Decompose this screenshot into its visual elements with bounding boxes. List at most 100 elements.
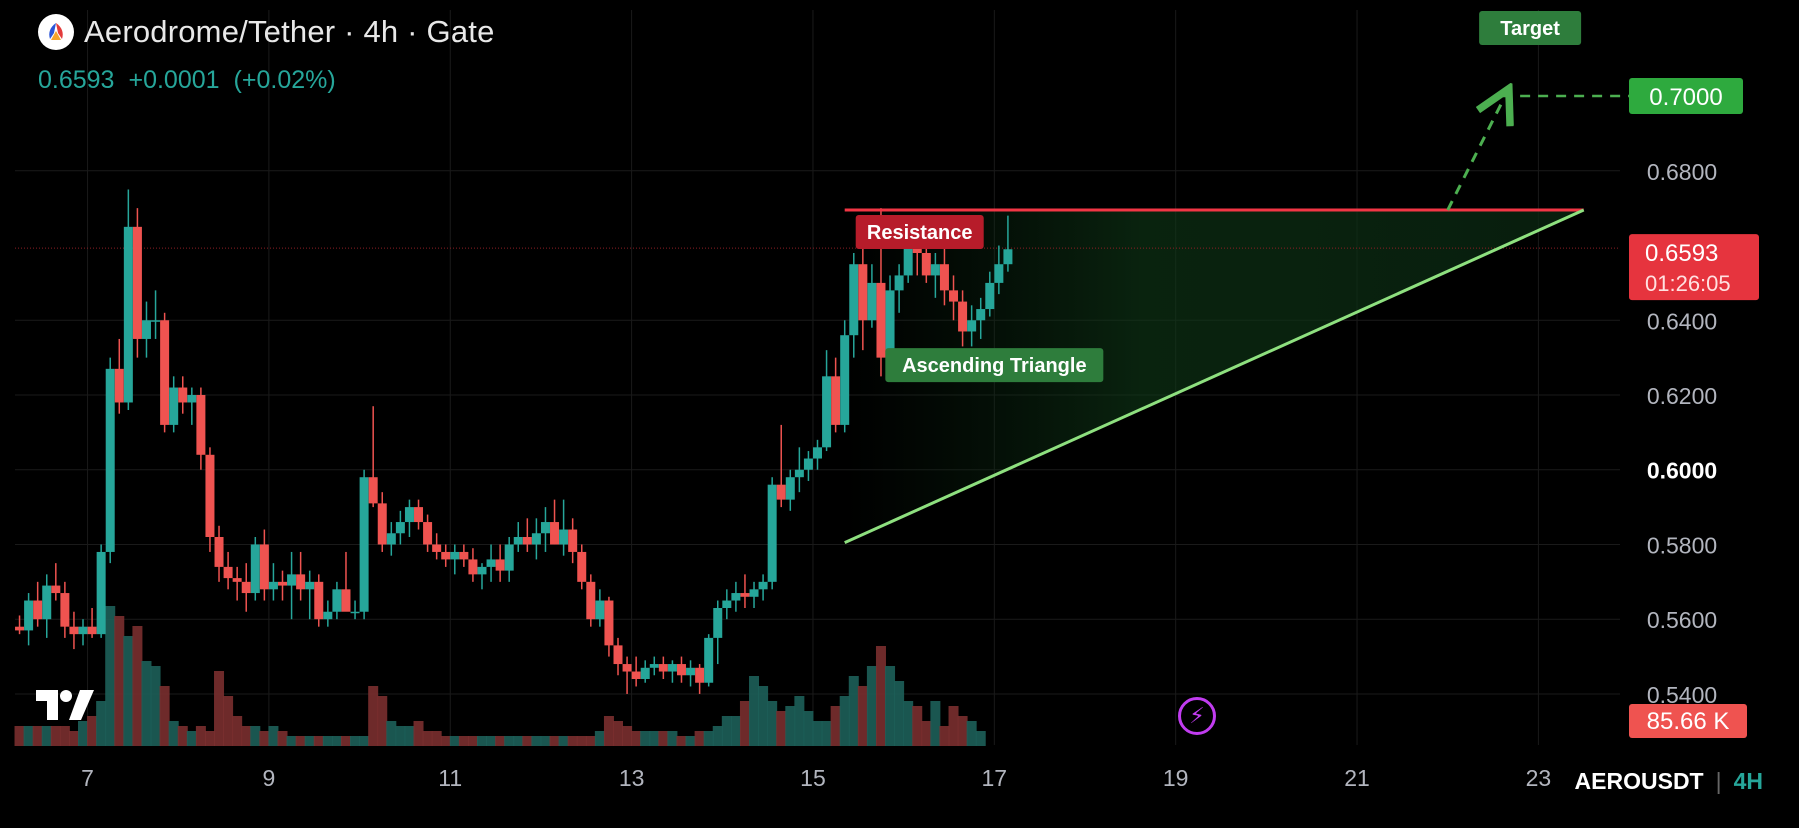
candle (459, 544, 469, 567)
volume-bar (96, 701, 107, 746)
y-tick-label: 0.5800 (1647, 532, 1717, 558)
volume-bar (223, 696, 234, 746)
candle-body (767, 484, 777, 582)
volume-bar (667, 731, 678, 746)
candle-body (87, 626, 97, 635)
candle-body (631, 671, 641, 679)
volume-bar (903, 701, 914, 746)
candle-body (423, 522, 433, 545)
candle-body (849, 264, 859, 336)
volume-bar (377, 696, 388, 746)
volume-bar (78, 721, 89, 746)
candle (24, 593, 34, 646)
tradingview-logo-icon[interactable] (36, 688, 94, 727)
price-change-pct: (+0.02%) (233, 66, 336, 94)
volume-bar (422, 731, 433, 746)
candle (930, 253, 940, 298)
volume-bar (41, 726, 52, 746)
candle (531, 518, 541, 560)
candle-body (568, 529, 578, 552)
volume-bar (921, 721, 932, 746)
candle (486, 544, 496, 582)
candle (985, 271, 995, 317)
volume-bar (259, 731, 270, 746)
candle (776, 424, 786, 508)
target-label-bg (1479, 11, 1582, 45)
candle (232, 566, 242, 601)
candle-body (250, 544, 260, 594)
candle-body (540, 522, 550, 534)
candle-body (196, 395, 206, 455)
candle (169, 376, 179, 433)
candle (740, 574, 750, 608)
volume-bar (758, 686, 769, 746)
candle-body (912, 245, 922, 253)
candle (504, 537, 514, 582)
volume-bar (885, 666, 896, 746)
lightning-bolt-icon[interactable]: ⚡ (1178, 697, 1216, 735)
candle-body (939, 264, 949, 291)
y-tick-label: 0.6400 (1647, 308, 1717, 334)
candle (205, 447, 215, 552)
volume-bar (68, 731, 79, 746)
candle (831, 357, 841, 433)
volume-bar (785, 706, 796, 746)
volume-bar (513, 736, 524, 746)
candle (713, 600, 723, 665)
candle (749, 581, 759, 608)
quote-line: 0.6593 +0.0001 (+0.02%) (38, 66, 336, 95)
candle (404, 499, 414, 537)
candle-body (731, 593, 741, 601)
candle-body (332, 589, 342, 612)
volume-bar (159, 686, 170, 746)
candle-body (994, 264, 1004, 283)
volume-bar (368, 686, 379, 746)
volume-bar (150, 666, 161, 746)
volume-bar (812, 721, 823, 746)
candle-body (278, 581, 287, 586)
candle (522, 518, 532, 552)
candle (359, 469, 369, 620)
candle-body (495, 559, 505, 571)
candle (758, 574, 768, 601)
candle-body (350, 611, 360, 614)
x-tick-label: 9 (262, 765, 275, 791)
candle-body (395, 522, 405, 534)
candle (822, 350, 832, 452)
last-price: 0.6593 (38, 66, 115, 94)
candle-body (323, 611, 333, 620)
candle-body (377, 503, 387, 545)
candle-body (314, 581, 324, 620)
candle-body (595, 600, 605, 620)
candle-body (686, 667, 696, 676)
candle-body (785, 477, 795, 500)
symbol-name: AEROUSDT (1574, 768, 1704, 794)
volume-bar (413, 721, 424, 746)
candle-body (831, 376, 841, 425)
candle (250, 537, 260, 601)
candle (278, 570, 287, 601)
candle-body (667, 664, 677, 672)
volume-bar (839, 696, 850, 746)
candle-body (296, 574, 306, 590)
volume-bar (23, 726, 34, 746)
candle-body (368, 477, 378, 504)
candle-body (776, 484, 786, 500)
resistance-label: Resistance (855, 215, 984, 250)
volume-bar (105, 606, 116, 746)
volume-bar (848, 676, 859, 746)
candle (332, 581, 342, 620)
candle-body (1003, 249, 1013, 265)
volume-bar (340, 736, 351, 746)
candle (939, 245, 949, 306)
volume-bar (739, 701, 750, 746)
candle (794, 447, 804, 493)
volume-bar (495, 736, 506, 746)
countdown-label: 01:26:05 (1645, 271, 1731, 296)
volume-bar (241, 726, 252, 746)
candle (513, 522, 523, 552)
price-axis: 0.5400 0.5600 0.5800 0.6000 0.6200 0.6400 0.68… (1629, 78, 1759, 738)
candle-body (114, 368, 124, 403)
volume-bar (912, 706, 923, 746)
